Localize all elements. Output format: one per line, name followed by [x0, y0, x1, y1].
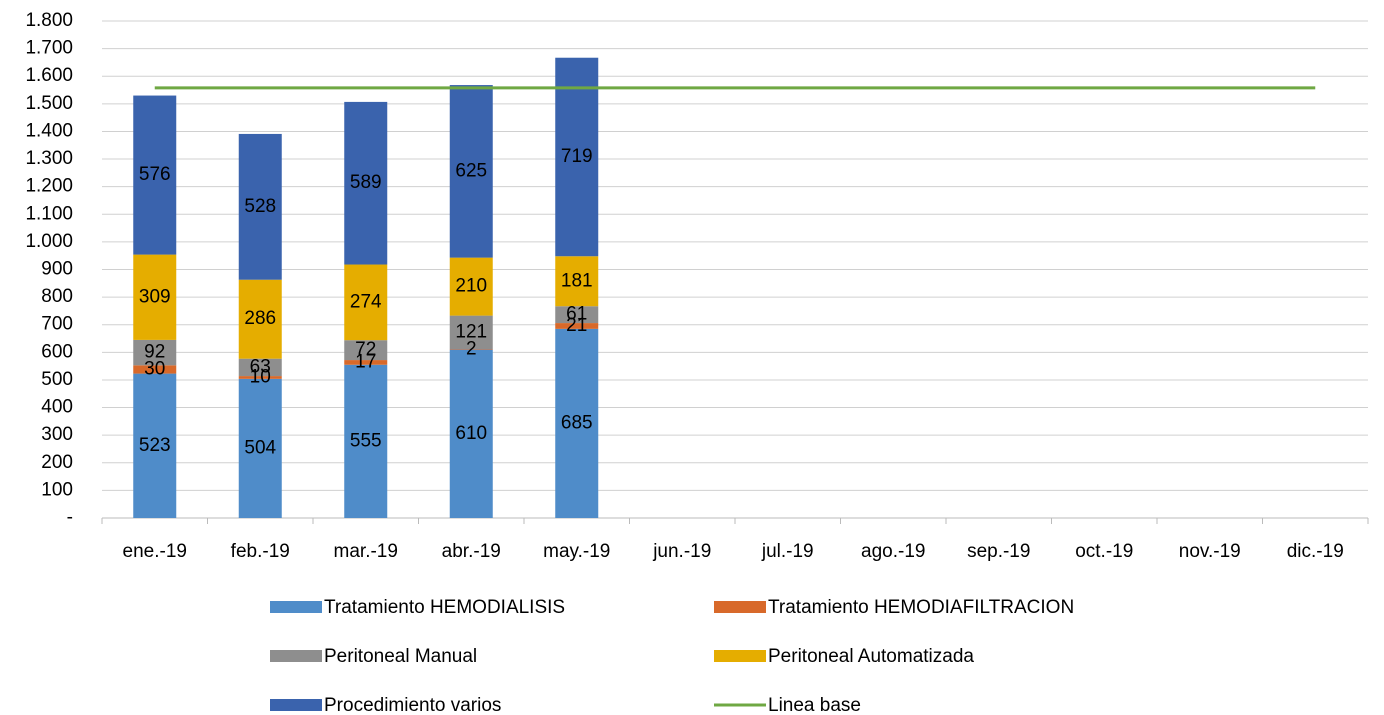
y-tick-label: 900 [41, 259, 73, 280]
data-label: 555 [350, 430, 382, 451]
y-tick-label: 1.400 [25, 120, 73, 141]
data-label: 610 [455, 423, 487, 444]
x-tick-label: ago.-19 [861, 541, 925, 562]
bar-segment [555, 323, 599, 329]
legend-label: Tratamiento HEMODIALISIS [324, 597, 565, 618]
bar-segment [238, 133, 282, 280]
legend-label: Tratamiento HEMODIAFILTRACION [768, 597, 1074, 618]
x-tick-label: jun.-19 [652, 541, 711, 562]
bar-segment [133, 365, 177, 374]
x-tick-label: abr.-19 [442, 541, 501, 562]
data-label: 61 [566, 304, 587, 325]
bar-segment [344, 364, 388, 518]
data-label: 72 [355, 339, 376, 360]
legend-label: Peritoneal Manual [324, 646, 477, 667]
data-label: 17 [355, 351, 376, 372]
legend-swatch [270, 650, 322, 662]
data-label: 181 [561, 270, 593, 291]
bar-segment [344, 101, 388, 265]
legend-swatch [270, 601, 322, 613]
x-tick-label: oct.-19 [1075, 541, 1133, 562]
legend-swatch [714, 601, 766, 613]
y-tick-label: 1.500 [25, 93, 73, 114]
data-label: 523 [139, 435, 171, 456]
data-label: 719 [561, 146, 593, 167]
data-label: 30 [144, 358, 165, 379]
y-tick-label: 1.600 [25, 65, 73, 86]
data-label: 589 [350, 172, 382, 193]
legend-label: Procedimiento varios [324, 695, 501, 715]
data-label: 625 [455, 160, 487, 181]
legend-swatch [714, 650, 766, 662]
data-label: 21 [566, 315, 587, 336]
x-tick-label: jul.-19 [761, 541, 814, 562]
data-label: 286 [244, 308, 276, 329]
legend-swatch [270, 699, 322, 711]
y-tick-label: 100 [41, 479, 73, 500]
bar-segment [555, 57, 599, 257]
bar-segment [238, 358, 282, 377]
bar-segment [449, 349, 493, 350]
bar-segment [238, 378, 282, 518]
y-tick-label: 1.100 [25, 203, 73, 224]
x-tick-label: ene.-19 [123, 541, 187, 562]
y-tick-label: 1.300 [25, 148, 73, 169]
bar-segment [344, 340, 388, 361]
data-label: 2 [466, 338, 477, 359]
bar-segment [238, 376, 282, 379]
bar-segment [133, 373, 177, 518]
bar-segment [133, 254, 177, 340]
y-tick-label: 1.000 [25, 231, 73, 252]
bar-segment [555, 306, 599, 324]
bar-segment [449, 349, 493, 518]
data-label: 504 [244, 437, 276, 458]
data-label: 274 [350, 291, 382, 312]
data-label: 685 [561, 412, 593, 433]
y-tick-label: 1.700 [25, 38, 73, 59]
bar-segment [344, 264, 388, 341]
data-label: 121 [455, 321, 487, 342]
data-label: 92 [144, 342, 165, 363]
bar-segment [555, 328, 599, 518]
y-tick-label: 300 [41, 424, 73, 445]
data-label: 210 [455, 276, 487, 297]
bar-segment [449, 257, 493, 316]
x-tick-label: sep.-19 [967, 541, 1030, 562]
y-tick-label: 600 [41, 341, 73, 362]
data-label: 576 [139, 164, 171, 185]
y-tick-label: 1.200 [25, 176, 73, 197]
bar-segment [449, 315, 493, 350]
bar-segment [344, 360, 388, 365]
y-tick-label: 500 [41, 369, 73, 390]
y-tick-label: - [67, 507, 73, 528]
y-tick-label: 700 [41, 314, 73, 335]
x-tick-label: dic.-19 [1287, 541, 1344, 562]
data-label: 309 [139, 286, 171, 307]
bar-segment [238, 279, 282, 359]
y-tick-label: 200 [41, 452, 73, 473]
legend-label: Peritoneal Automatizada [768, 646, 974, 667]
y-tick-label: 800 [41, 286, 73, 307]
x-tick-label: feb.-19 [231, 541, 290, 562]
x-tick-label: nov.-19 [1179, 541, 1241, 562]
legend-label: Linea base [768, 695, 861, 715]
bar-segment [133, 95, 177, 255]
bar-segment [449, 85, 493, 258]
data-label: 63 [250, 356, 271, 377]
bar-segment [133, 339, 177, 366]
data-label: 528 [244, 196, 276, 217]
x-tick-label: may.-19 [543, 541, 610, 562]
data-label: 10 [250, 366, 271, 387]
bar-segment [555, 256, 599, 307]
x-tick-label: mar.-19 [334, 541, 398, 562]
y-tick-label: 400 [41, 397, 73, 418]
y-tick-label: 1.800 [25, 10, 73, 31]
